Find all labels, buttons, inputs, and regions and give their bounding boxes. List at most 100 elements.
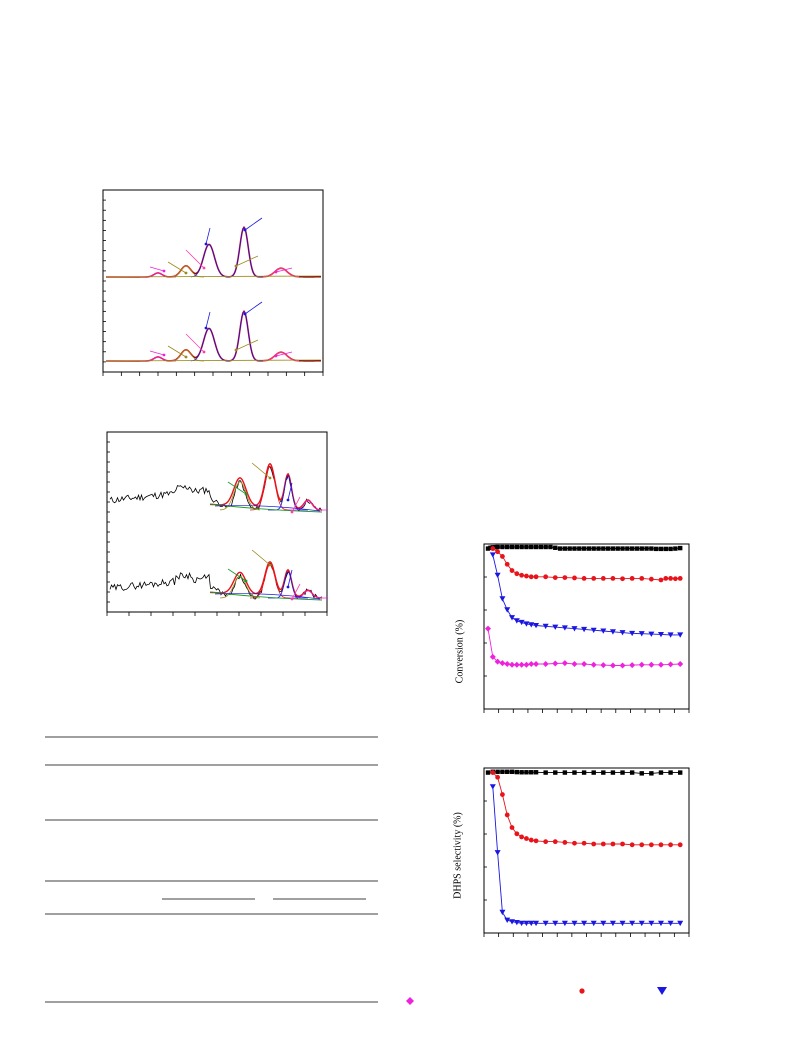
- annotation-arrowhead: [184, 271, 188, 275]
- data-point: [518, 661, 525, 668]
- data-point: [542, 920, 549, 927]
- data-point: [500, 544, 505, 550]
- annotation-arrow: [167, 345, 187, 358]
- annotation-arrowhead: [290, 510, 294, 514]
- data-point: [548, 544, 553, 550]
- spectra-panel-b: [106, 431, 328, 616]
- annotation-arrowhead: [202, 266, 206, 270]
- data-point: [677, 632, 684, 638]
- data-point: [514, 544, 520, 550]
- annotation-arrow: [205, 227, 211, 245]
- data-point: [533, 838, 539, 844]
- data-point: [620, 546, 625, 551]
- data-point: [668, 842, 673, 848]
- data-point: [634, 546, 640, 551]
- data-point: [552, 920, 559, 927]
- data-point: [572, 575, 577, 581]
- data-point: [657, 661, 664, 668]
- data-point: [677, 842, 683, 848]
- data-point: [513, 661, 520, 668]
- data-point: [528, 574, 534, 580]
- annotation-arrow: [167, 261, 187, 274]
- data-point: [672, 576, 678, 582]
- data-point: [504, 917, 511, 923]
- data-point: [581, 920, 588, 927]
- fit-envelope: [106, 225, 321, 278]
- data-point: [524, 544, 529, 550]
- data-point: [533, 623, 540, 629]
- data-point: [509, 661, 516, 668]
- data-point: [499, 660, 506, 667]
- data-point: [509, 919, 516, 925]
- data-point: [495, 774, 501, 780]
- annotation-arrow: [291, 496, 301, 513]
- annotation-arrow: [251, 549, 271, 566]
- selectivity-chart: [483, 767, 690, 937]
- data-point: [490, 770, 496, 775]
- frame-a: [102, 189, 324, 373]
- data-point: [677, 920, 684, 927]
- annotation-arrowhead: [286, 498, 290, 502]
- data-point: [610, 576, 616, 581]
- data-point: [600, 920, 607, 927]
- annotation-arrowhead: [234, 264, 238, 268]
- legend-marker-red: [579, 988, 585, 994]
- data-point: [514, 571, 520, 577]
- data-point: [600, 841, 606, 847]
- data-point: [519, 834, 525, 840]
- data-point: [639, 576, 645, 581]
- data-point: [639, 842, 645, 848]
- data-point: [649, 546, 654, 551]
- data-point: [571, 920, 578, 927]
- annotation-arrowhead: [184, 355, 188, 359]
- annotation-arrowhead: [243, 228, 247, 232]
- data-point: [581, 660, 588, 667]
- data-point: [504, 660, 511, 667]
- annotation-arrowhead: [234, 348, 238, 352]
- data-point: [509, 769, 515, 774]
- data-point: [648, 842, 654, 848]
- annotation-arrow: [275, 267, 293, 273]
- annotation-arrowhead: [243, 312, 247, 316]
- data-point: [562, 575, 568, 581]
- spectrum-line: [109, 562, 322, 600]
- data-point: [489, 653, 496, 660]
- data-point: [667, 632, 674, 638]
- annotation-arrow: [149, 266, 165, 272]
- data-point: [509, 615, 516, 621]
- data-point: [528, 622, 535, 628]
- annotation-arrow: [185, 249, 205, 269]
- annotation-arrowhead: [268, 476, 272, 480]
- data-point: [500, 769, 505, 774]
- data-point: [600, 662, 607, 669]
- data-point: [581, 840, 587, 846]
- data-point: [648, 661, 655, 668]
- annotation-arrowhead: [162, 353, 166, 357]
- data-point: [581, 546, 587, 551]
- data-point: [629, 662, 636, 669]
- data-point: [638, 631, 645, 637]
- annotation-arrow: [205, 311, 211, 329]
- fit-component: [288, 590, 328, 599]
- data-point: [552, 839, 558, 845]
- data-point: [494, 850, 501, 856]
- frame-c: [483, 543, 690, 710]
- data-point: [528, 837, 534, 843]
- data-point: [657, 631, 664, 638]
- data-point: [519, 572, 525, 578]
- data-point: [524, 573, 529, 579]
- data-point: [561, 625, 568, 631]
- ticks-b: [106, 431, 328, 616]
- data-point: [600, 628, 607, 634]
- data-point: [489, 784, 496, 790]
- data-point: [653, 546, 659, 552]
- data-point: [601, 770, 606, 775]
- fit-envelope: [210, 462, 323, 511]
- data-point: [663, 576, 669, 581]
- data-point: [519, 770, 524, 775]
- data-point: [609, 920, 616, 927]
- conversion-chart: [483, 543, 690, 713]
- data-point: [620, 841, 625, 847]
- data-point: [500, 792, 505, 797]
- annotation-arrow: [149, 350, 165, 356]
